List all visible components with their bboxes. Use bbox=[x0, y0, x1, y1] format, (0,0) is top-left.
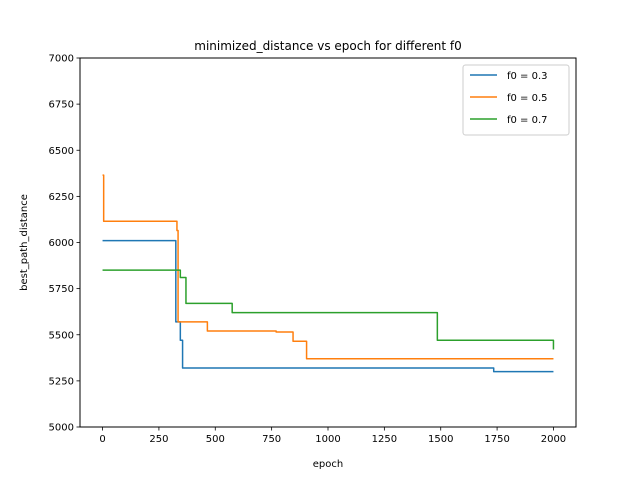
series-line-2 bbox=[102, 269, 555, 350]
x-tick-label: 500 bbox=[206, 434, 225, 445]
series-line-0 bbox=[102, 239, 554, 373]
y-tick-label: 5750 bbox=[49, 284, 74, 295]
x-tick-label: 0 bbox=[99, 434, 105, 445]
x-tick-label: 1750 bbox=[484, 434, 509, 445]
x-axis: 0 250 500 750 1000 1250 1500 1750 2000 bbox=[99, 427, 566, 445]
y-tick-label: 7000 bbox=[49, 54, 74, 65]
y-tick-label: 6250 bbox=[49, 192, 74, 203]
legend: f0 = 0.3 f0 = 0.5 f0 = 0.7 bbox=[462, 64, 570, 136]
y-tick-label: 5250 bbox=[49, 376, 74, 387]
legend-label-0: f0 = 0.3 bbox=[507, 71, 548, 82]
y-tick-label: 5000 bbox=[49, 423, 74, 434]
x-tick-label: 2000 bbox=[541, 434, 566, 445]
chart-title: minimized_distance vs epoch for differen… bbox=[194, 39, 461, 53]
legend-label-2: f0 = 0.7 bbox=[507, 115, 548, 126]
x-tick-label: 1500 bbox=[428, 434, 453, 445]
y-tick-label: 6500 bbox=[49, 146, 74, 157]
y-axis-label: best_path_distance bbox=[19, 194, 30, 291]
legend-label-1: f0 = 0.5 bbox=[507, 93, 548, 104]
series-line-1 bbox=[102, 174, 554, 360]
plot-area bbox=[102, 174, 555, 373]
y-tick-label: 6000 bbox=[49, 238, 74, 249]
y-tick-label: 5500 bbox=[49, 330, 74, 341]
x-tick-label: 1250 bbox=[372, 434, 397, 445]
y-axis: 5000 5250 5500 5750 6000 6250 6500 6750 7000 bbox=[49, 54, 80, 434]
x-tick-label: 750 bbox=[262, 434, 281, 445]
legend-frame bbox=[462, 64, 570, 136]
x-axis-label: epoch bbox=[313, 459, 343, 470]
x-tick-label: 250 bbox=[149, 434, 168, 445]
y-tick-label: 6750 bbox=[49, 100, 74, 111]
x-tick-label: 1000 bbox=[315, 434, 340, 445]
